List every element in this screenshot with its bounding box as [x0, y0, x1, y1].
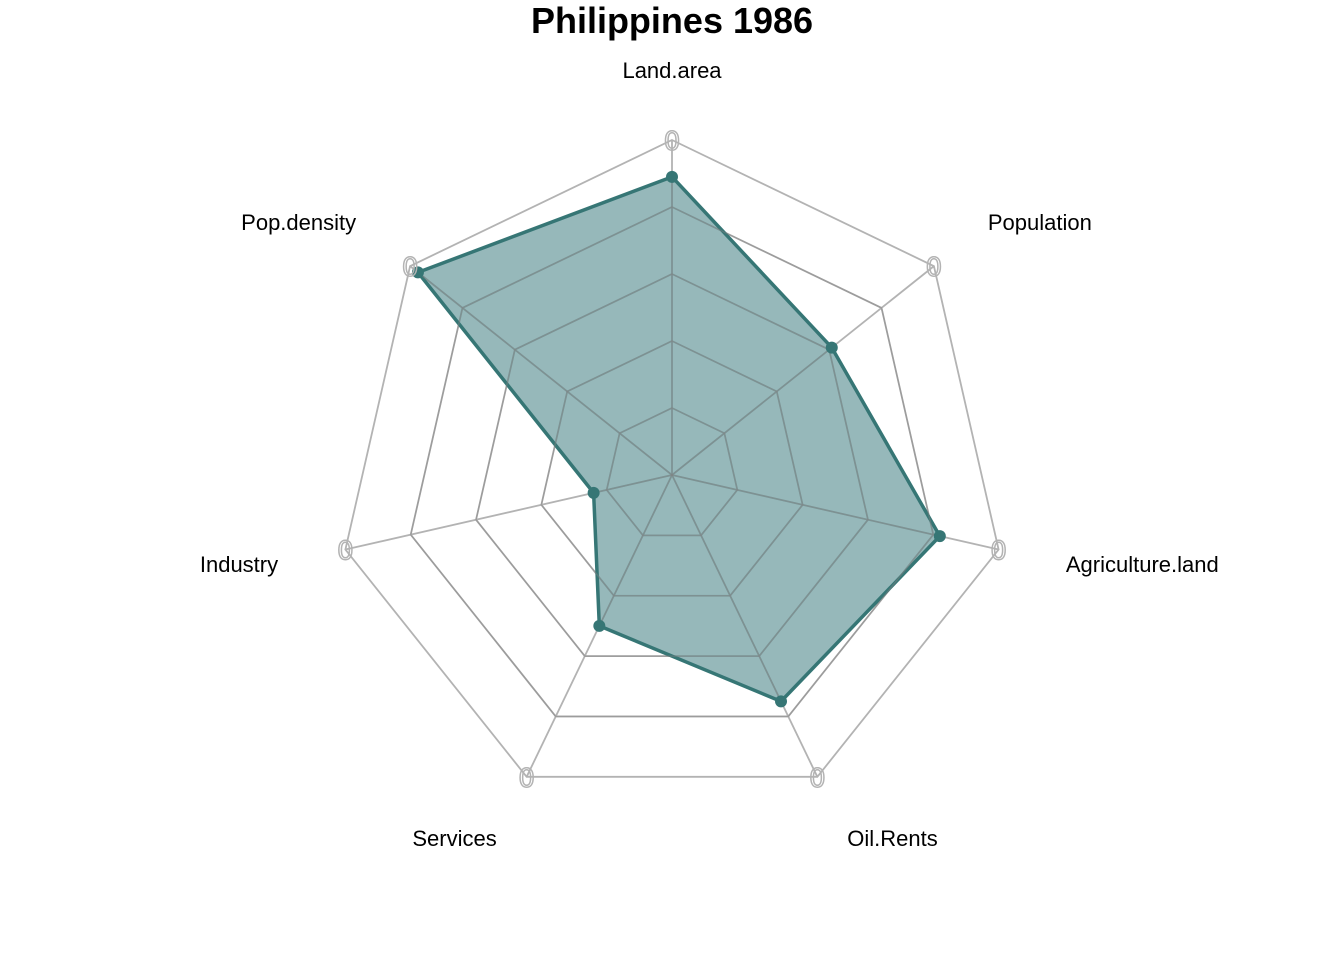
ring-value-label-1: 0 — [664, 127, 681, 157]
ring-value-label-5: 0 — [518, 764, 535, 794]
data-point-1 — [666, 170, 678, 183]
ring-value-label-4: 0 — [809, 764, 826, 794]
axis-label-population: Population — [988, 210, 1092, 235]
inner-grid-ring-4 — [409, 206, 935, 718]
data-point-6 — [587, 486, 600, 499]
data-point-4 — [775, 695, 788, 708]
chart-title: Philippines 1986 — [531, 0, 813, 41]
axis-label-land-area: Land.area — [622, 58, 722, 83]
grid-ring-4 — [409, 206, 935, 718]
inner-grid-ring-2 — [540, 340, 804, 597]
inner-spoke-6 — [593, 474, 673, 494]
axis-labels: 0 0 0 0 0 0 0 Land.area Population Agriculture.la… — [200, 58, 1219, 851]
grid-ring-5 — [344, 139, 1000, 778]
axis-label-services: Services — [412, 826, 496, 851]
inner-grid-ring-3 — [475, 273, 869, 657]
data-point-7 — [411, 266, 424, 279]
inner-grid-ring-1 — [605, 407, 739, 537]
axis-label-pop-density: Pop.density — [241, 210, 356, 235]
data-layer — [409, 170, 946, 718]
data-point-3 — [933, 530, 946, 543]
inner-spoke-2 — [671, 347, 833, 476]
inner-spoke-4 — [671, 474, 782, 702]
ring-value-label-6: 0 — [337, 537, 354, 567]
inner-spoke-3 — [671, 474, 940, 537]
data-point-5 — [593, 619, 606, 632]
inner-spoke-7 — [417, 271, 673, 476]
ring-value-label-7: 0 — [402, 253, 419, 283]
axis-label-oil-rents: Oil.Rents — [847, 826, 937, 851]
inner-spoke-5 — [598, 474, 673, 627]
data-point-2 — [825, 341, 838, 354]
data-area — [416, 175, 942, 704]
ring-value-label-3: 0 — [990, 537, 1007, 567]
ring-value-label-2: 0 — [926, 253, 943, 283]
axis-label-agriculture-land: Agriculture.land — [1066, 552, 1219, 577]
axis-label-industry: Industry — [200, 552, 278, 577]
